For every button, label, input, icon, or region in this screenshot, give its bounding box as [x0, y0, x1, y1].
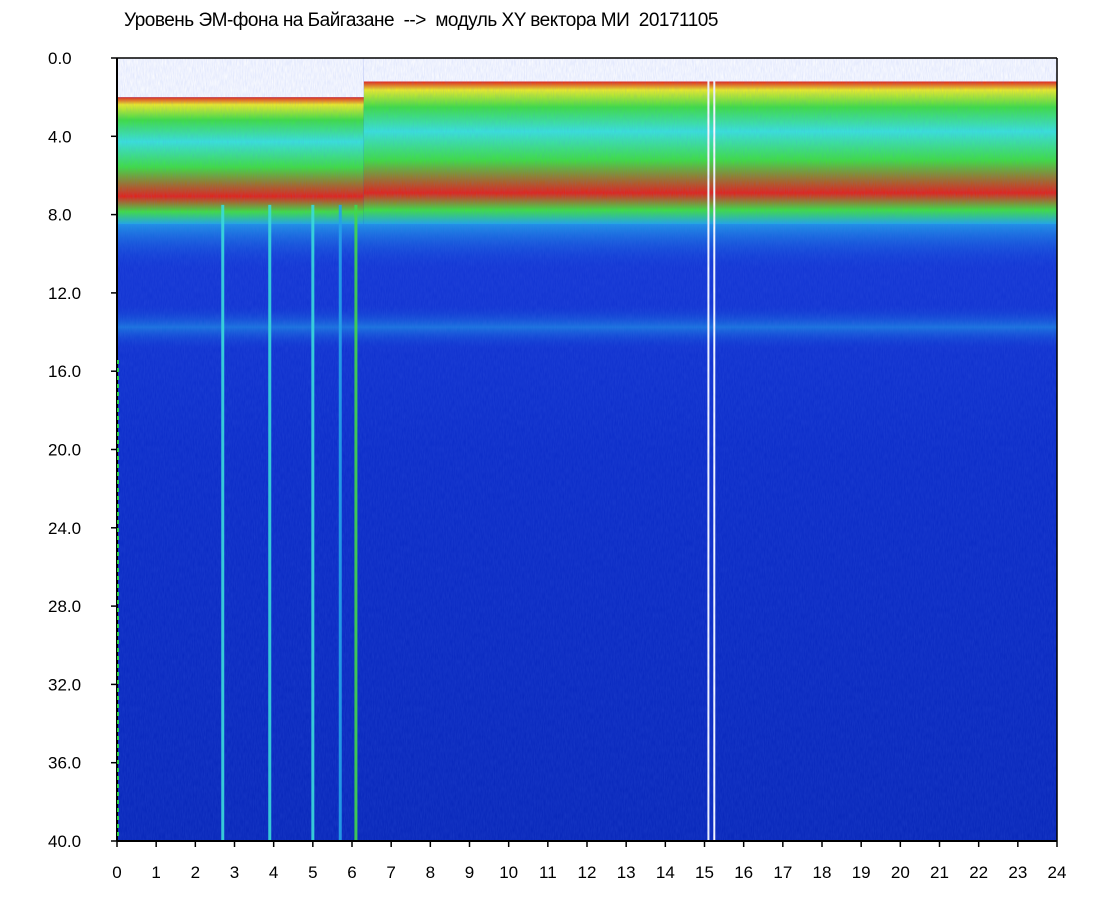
x-tick-label: 12 — [578, 863, 597, 882]
y-tick-label: 36.0 — [48, 754, 81, 773]
y-ticks: 0.0 4.0 8.0 12.0 16.0 20.0 24.0 28.0 32.0 36.0 40.… — [48, 49, 117, 851]
x-tick-label: 3 — [230, 863, 239, 882]
y-tick-label: 32.0 — [48, 675, 81, 694]
x-tick-label: 9 — [465, 863, 474, 882]
x-tick-label: 10 — [499, 863, 518, 882]
x-tick-label: 19 — [852, 863, 871, 882]
plot-area — [117, 58, 1057, 841]
x-tick-label: 23 — [1008, 863, 1027, 882]
x-tick-label: 4 — [269, 863, 278, 882]
x-tick-label: 20 — [891, 863, 910, 882]
x-tick-label: 1 — [151, 863, 160, 882]
x-tick-label: 16 — [734, 863, 753, 882]
x-tick-label: 7 — [386, 863, 395, 882]
x-tick-label: 5 — [308, 863, 317, 882]
y-tick-label: 28.0 — [48, 597, 81, 616]
noise-overlay — [117, 58, 1057, 841]
x-tick-label: 2 — [191, 863, 200, 882]
x-ticks: 0 1 2 3 4 5 6 7 8 9 10 11 12 13 14 15 16 17 18 19 20 21 22 23 24 — [112, 841, 1066, 882]
x-tick-label: 11 — [539, 863, 557, 882]
x-tick-label: 21 — [930, 863, 949, 882]
y-tick-label: 0.0 — [48, 49, 72, 68]
y-tick-label: 12.0 — [48, 284, 81, 303]
x-tick-label: 24 — [1048, 863, 1067, 882]
chart-title: Уровень ЭМ-фона на Байгазане --> модуль … — [124, 10, 718, 31]
x-tick-label: 15 — [695, 863, 714, 882]
x-tick-label: 6 — [347, 863, 356, 882]
x-tick-label: 8 — [426, 863, 435, 882]
x-tick-label: 22 — [969, 863, 988, 882]
y-tick-label: 4.0 — [48, 127, 72, 146]
x-tick-label: 17 — [773, 863, 792, 882]
x-tick-label: 18 — [813, 863, 832, 882]
y-tick-label: 8.0 — [48, 206, 72, 225]
y-tick-label: 16.0 — [48, 362, 81, 381]
y-tick-label: 40.0 — [48, 832, 81, 851]
x-tick-label: 14 — [656, 863, 675, 882]
axes: 0 1 2 3 4 5 6 7 8 9 10 11 12 13 14 15 16 17 18 19 20 21 22 23 24… — [48, 49, 1066, 882]
y-tick-label: 24.0 — [48, 519, 81, 538]
x-tick-label: 0 — [112, 863, 121, 882]
x-tick-label: 13 — [617, 863, 636, 882]
y-tick-label: 20.0 — [48, 441, 81, 460]
